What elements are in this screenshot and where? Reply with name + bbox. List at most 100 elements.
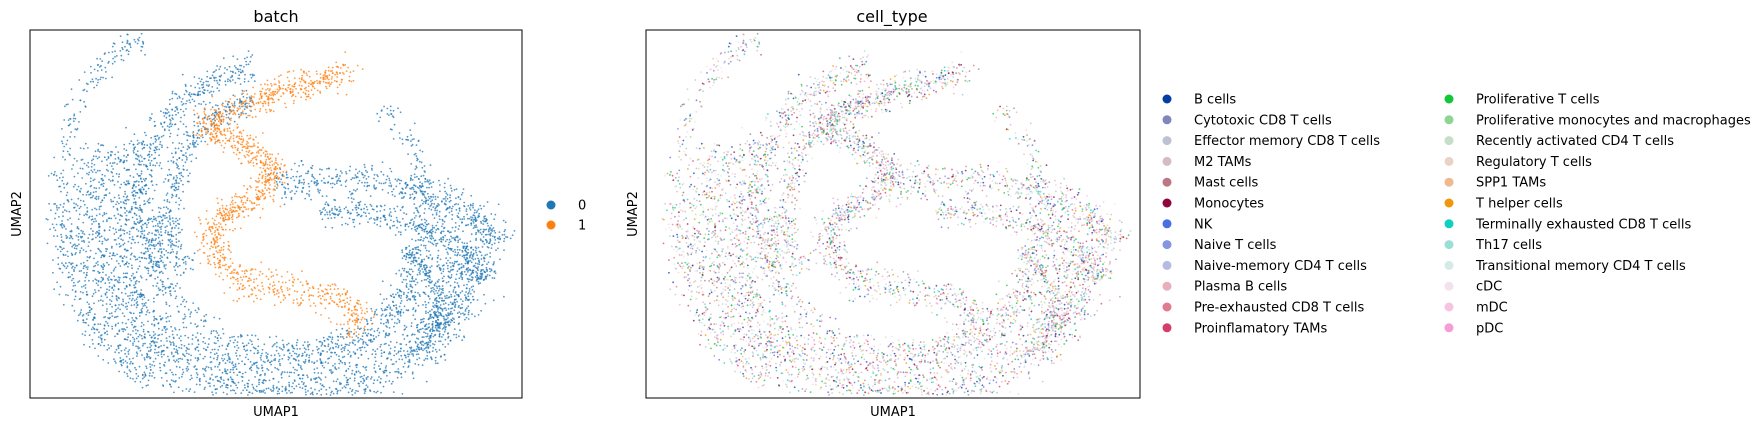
scatter-point xyxy=(388,177,390,180)
scatter-point xyxy=(242,95,245,98)
scatter-point xyxy=(211,106,214,109)
scatter-point xyxy=(397,310,400,313)
scatter-point xyxy=(186,365,189,368)
scatter-point xyxy=(138,209,140,211)
scatter-point xyxy=(334,213,337,216)
scatter-point xyxy=(359,215,362,218)
scatter-point xyxy=(123,232,126,235)
scatter-point xyxy=(433,343,436,346)
scatter-point xyxy=(308,190,311,192)
scatter-point xyxy=(103,197,106,199)
scatter-point xyxy=(65,103,68,106)
scatter-point xyxy=(210,361,213,363)
scatter-point xyxy=(464,262,467,265)
scatter-point xyxy=(61,140,63,143)
scatter-point xyxy=(364,212,367,215)
scatter-point xyxy=(65,143,68,146)
scatter-point xyxy=(106,288,108,291)
scatter-point xyxy=(171,333,174,336)
scatter-point xyxy=(398,294,401,297)
scatter-point xyxy=(128,349,131,351)
scatter-point xyxy=(307,348,310,351)
scatter-point xyxy=(272,387,275,390)
scatter-point xyxy=(178,346,181,349)
scatter-point xyxy=(319,168,321,171)
scatter-point xyxy=(346,223,349,226)
scatter-point xyxy=(120,238,123,241)
scatter-point xyxy=(327,362,330,364)
scatter-point xyxy=(203,325,205,328)
scatter-point xyxy=(288,381,290,384)
scatter-point xyxy=(462,188,465,191)
scatter-point xyxy=(91,215,93,218)
scatter-point xyxy=(159,215,162,218)
scatter-point xyxy=(239,68,242,71)
scatter-point xyxy=(213,384,216,387)
scatter-point xyxy=(393,315,396,318)
scatter-point xyxy=(77,236,80,238)
scatter-point xyxy=(281,385,284,388)
scatter-point xyxy=(425,306,427,309)
scatter-point xyxy=(485,266,488,269)
scatter-point xyxy=(163,199,166,202)
scatter-point xyxy=(442,292,444,294)
scatter-point xyxy=(393,207,396,210)
scatter-point xyxy=(279,364,281,367)
scatter-point xyxy=(245,63,248,66)
scatter-point xyxy=(415,225,417,228)
scatter-point xyxy=(148,156,151,158)
scatter-point xyxy=(100,264,103,267)
scatter-point xyxy=(444,190,446,193)
scatter-point xyxy=(86,207,89,209)
scatter-point xyxy=(224,67,226,69)
scatter-point xyxy=(199,93,202,96)
scatter-point xyxy=(324,345,327,347)
scatter-point xyxy=(409,285,412,288)
scatter-point xyxy=(474,262,477,265)
scatter-point xyxy=(121,260,124,263)
scatter-point xyxy=(74,284,77,287)
scatter-point xyxy=(411,238,413,241)
scatter-point xyxy=(116,209,119,211)
scatter-point xyxy=(207,382,210,385)
scatter-point xyxy=(157,322,160,324)
scatter-point xyxy=(393,325,395,328)
scatter-point xyxy=(230,389,232,392)
scatter-point xyxy=(122,362,125,364)
scatter-point xyxy=(213,353,216,356)
scatter-point xyxy=(87,314,90,316)
scatter-point xyxy=(98,181,100,184)
scatter-point xyxy=(483,279,485,281)
scatter-point xyxy=(438,288,441,290)
scatter-point xyxy=(427,280,430,283)
scatter-point xyxy=(203,388,206,390)
scatter-point xyxy=(320,388,323,391)
scatter-point xyxy=(503,249,505,252)
scatter-point xyxy=(179,287,181,289)
scatter-point xyxy=(394,195,396,198)
scatter-point xyxy=(350,212,352,215)
scatter-point xyxy=(103,324,106,327)
scatter-point xyxy=(131,206,133,208)
scatter-point xyxy=(396,370,398,373)
scatter-point xyxy=(107,279,110,281)
scatter-point xyxy=(126,308,128,310)
scatter-point xyxy=(128,210,131,213)
scatter-point xyxy=(185,367,188,370)
scatter-point xyxy=(150,258,152,260)
scatter-point xyxy=(327,217,330,220)
scatter-point xyxy=(425,219,428,222)
scatter-point xyxy=(110,272,113,274)
scatter-point xyxy=(77,239,80,241)
scatter-point xyxy=(443,330,446,333)
scatter-point xyxy=(375,391,378,394)
scatter-point xyxy=(458,268,460,271)
scatter-point xyxy=(435,213,438,216)
scatter-point xyxy=(215,342,217,345)
scatter-point xyxy=(125,214,128,217)
scatter-point xyxy=(451,226,454,229)
scatter-point xyxy=(100,235,103,238)
scatter-point xyxy=(254,334,257,337)
scatter-point xyxy=(338,177,340,180)
scatter-point xyxy=(139,206,141,209)
